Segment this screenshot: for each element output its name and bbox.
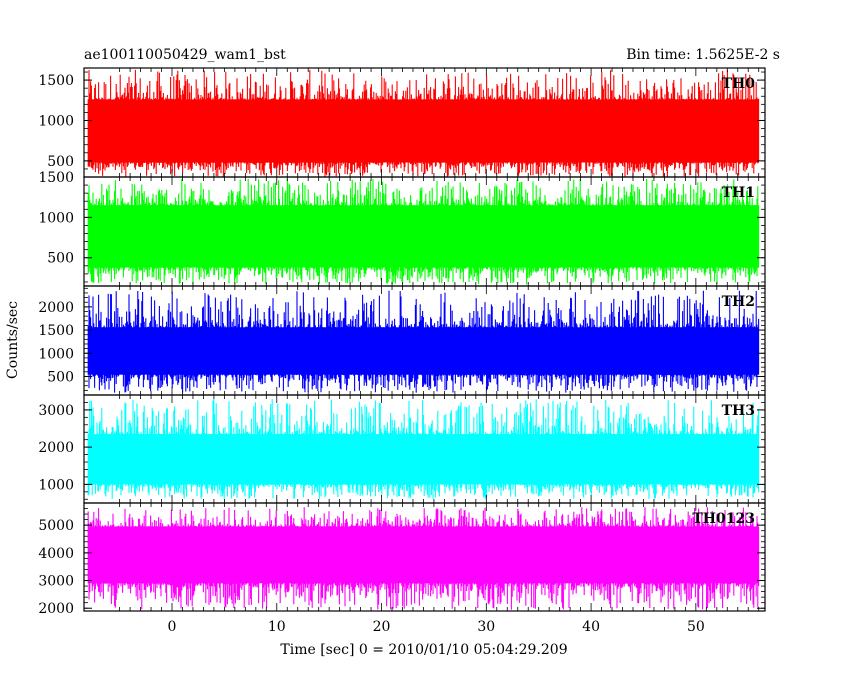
panel-label-th0: TH0: [722, 76, 756, 92]
bin-time-label: Bin time: 1.5625E-2 s: [626, 47, 780, 63]
panels-group: 500 1000 1500 TH0 500 1000 1500 TH1 500 1000 1500 2…: [38, 67, 766, 617]
panel-th0123: 2000 3000 4000 5000 TH0123: [38, 502, 766, 617]
panel-th1: 500 1000 1500 TH1: [38, 170, 766, 287]
y-tick-label: 4000: [38, 546, 74, 562]
y-tick-label: 2000: [38, 300, 74, 316]
panel-frame: [83, 502, 766, 612]
chart-title: ae100110050429_wam1_bst: [84, 47, 286, 63]
y-tick-label: 500: [47, 251, 74, 267]
y-axis-label: Counts/sec: [5, 301, 21, 379]
x-tick-label: 40: [582, 619, 600, 635]
y-tick-label: 500: [47, 154, 74, 170]
y-tick-label: 500: [47, 369, 74, 385]
y-tick-label: 1500: [38, 73, 74, 89]
panel-label-th2: TH2: [722, 294, 755, 310]
y-tick-label: 2000: [38, 440, 74, 456]
x-tick-label: 10: [268, 619, 286, 635]
series-core-th1: [88, 208, 759, 265]
panel-th3: 1000 2000 3000 TH3: [38, 394, 766, 504]
series-core-th2: [88, 329, 759, 373]
y-tick-label: 1000: [38, 346, 74, 362]
panel-label-th0123: TH0123: [692, 511, 755, 527]
y-tick-label: 1500: [38, 170, 74, 186]
y-tick-label: 1000: [38, 210, 74, 226]
y-tick-label: 2000: [38, 601, 74, 617]
y-tick-label: 1000: [38, 113, 74, 129]
x-tick-label: 20: [373, 619, 391, 635]
y-tick-label: 1500: [38, 323, 74, 339]
series-core-th0123: [88, 529, 759, 581]
x-tick-label: 50: [687, 619, 705, 635]
x-axis-label: Time [sec] 0 = 2010/01/10 05:04:29.209: [280, 642, 567, 658]
x-tick-label: 0: [168, 619, 177, 635]
panel-th0: 500 1000 1500 TH0: [38, 67, 766, 178]
y-tick-label: 3000: [38, 403, 74, 419]
y-tick-label: 1000: [38, 477, 74, 493]
panel-th2: 500 1000 1500 2000 TH2: [38, 285, 766, 396]
series-core-th3: [88, 436, 759, 482]
x-axis-ticks: 0 10 20 30 40 50: [168, 619, 705, 635]
panel-label-th1: TH1: [722, 185, 755, 201]
panel-label-th3: TH3: [722, 403, 755, 419]
x-tick-label: 30: [477, 619, 495, 635]
series-core-th0: [88, 103, 759, 160]
y-tick-label: 3000: [38, 574, 74, 590]
y-tick-label: 5000: [38, 518, 74, 534]
